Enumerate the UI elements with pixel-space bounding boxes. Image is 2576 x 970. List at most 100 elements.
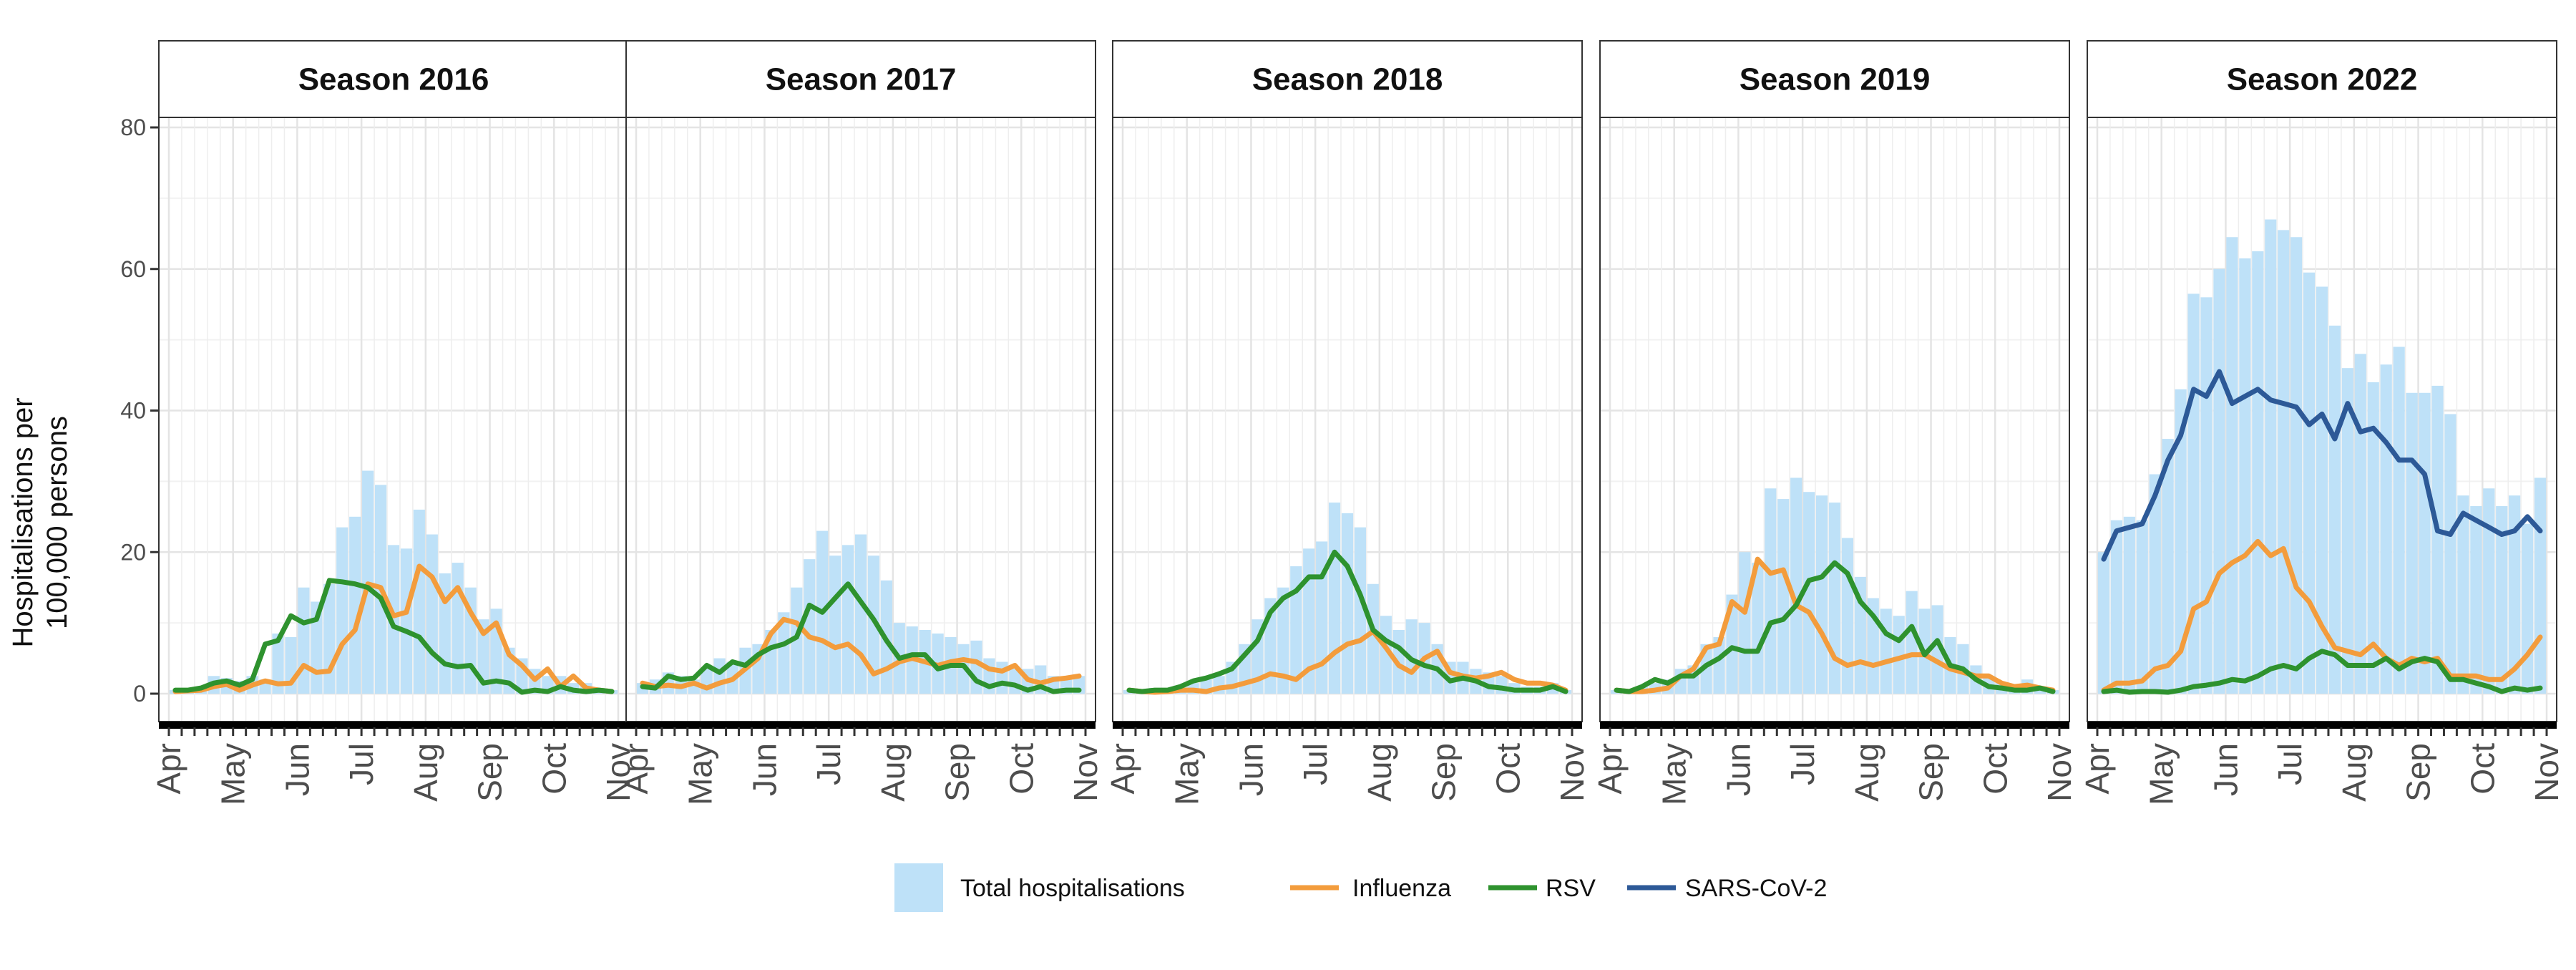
influenza-line (2101, 538, 2543, 693)
x-tick-label: May (1656, 743, 1693, 805)
panel-strip (1112, 40, 1583, 118)
bar (2097, 552, 2110, 694)
bar (1803, 492, 1815, 694)
bar (2278, 230, 2290, 694)
x-tick-label: Sep (1425, 743, 1463, 802)
bar (2406, 392, 2418, 694)
legend-item-total-hospitalisations: Total hospitalisations (894, 863, 1185, 912)
bar (272, 633, 284, 694)
y-tick-label: 40 (120, 398, 146, 424)
bar (2162, 439, 2174, 694)
panels: Season 2016 Apr May Jun Jul Aug Sep Oct Nov 0 20 40… (120, 40, 2565, 805)
panel-season-2017: Season 2017 Apr May Jun Jul Aug Sep Oct Nov (618, 40, 1104, 805)
panel-title: Season 2019 (1740, 62, 1931, 97)
bar (2393, 346, 2405, 694)
bar (1815, 495, 1828, 694)
x-tick-label: Nov (2041, 743, 2078, 802)
bar (426, 534, 438, 694)
legend-label: Total hospitalisations (960, 875, 1185, 902)
bar (1790, 477, 1802, 694)
x-tick-label: Oct (1489, 743, 1526, 795)
rsv-line (640, 581, 1082, 694)
gridlines (1113, 117, 1582, 722)
bar (1777, 499, 1790, 694)
panel-title: Season 2018 (1252, 62, 1443, 97)
bar (2175, 389, 2187, 694)
bar (2303, 272, 2316, 694)
x-tick-label: Nov (1553, 743, 1591, 802)
bar (2265, 219, 2277, 694)
bar (2354, 354, 2366, 694)
bar (1739, 552, 1751, 694)
x-tick-label: Jun (278, 743, 316, 796)
x-tick-label: Apr (150, 743, 187, 795)
legend-label: SARS-CoV-2 (1685, 875, 1827, 902)
bar (1367, 583, 1379, 694)
bar (1277, 587, 1289, 694)
bar (1341, 513, 1354, 694)
panel-strip (2087, 40, 2557, 118)
bar (2200, 297, 2212, 694)
influenza-line (172, 563, 615, 694)
y-tick-label: 0 (133, 681, 146, 707)
panel-title: Season 2017 (766, 62, 957, 97)
x-tick-label: Jun (2207, 743, 2244, 796)
bar (2316, 286, 2328, 694)
x-tick-label: Sep (2400, 743, 2437, 802)
bar (336, 527, 348, 694)
bar (1316, 541, 1328, 694)
bar (1828, 503, 1841, 694)
x-tick-label: Aug (407, 743, 444, 802)
bar (2239, 258, 2251, 694)
x-tick-label: Nov (600, 743, 637, 802)
x-tick-label: Oct (1002, 743, 1040, 795)
bar (413, 509, 425, 694)
influenza-line (640, 616, 1082, 691)
bar (2252, 251, 2264, 694)
bar (713, 658, 726, 694)
influenza-line (1614, 556, 2056, 694)
bar (2431, 385, 2444, 694)
x-tick-label: Jul (343, 743, 380, 785)
x-tick-label: Jul (1297, 743, 1334, 785)
bar (1752, 563, 1764, 694)
legend-item-rsv: RSV (1488, 875, 1596, 902)
bar (2110, 520, 2122, 694)
bar (854, 534, 867, 694)
legend: Total hospitalisations Influenza RSV SARS-C… (894, 863, 1827, 912)
rsv-line (172, 578, 615, 695)
panel-strip (158, 40, 629, 118)
x-tick-label: May (682, 743, 719, 805)
bar (2213, 268, 2225, 694)
panel-season-2018: Season 2018 Apr May Jun Jul Aug Sep Oct Nov (1104, 40, 1591, 805)
x-tick-label: Oct (1976, 743, 2014, 795)
bar (1765, 488, 1777, 694)
x-tick-label: Jul (1784, 743, 1821, 785)
x-tick-label: May (1169, 743, 1206, 805)
y-axis-title-line-1: Hospitalisations per (7, 397, 39, 647)
legend-label: Influenza (1352, 875, 1451, 902)
x-tick-label: Apr (2079, 743, 2116, 795)
bar (2534, 477, 2547, 694)
rsv-line (1126, 549, 1568, 694)
panel-title: Season 2016 (298, 62, 489, 97)
bar (2136, 520, 2148, 694)
legend-item-sars-cov-2: SARS-CoV-2 (1627, 875, 1827, 902)
bar (841, 545, 854, 694)
bar (867, 556, 880, 694)
bar (2380, 364, 2392, 694)
bar (2149, 474, 2161, 694)
x-tick-label: Jul (2271, 743, 2308, 785)
rsv-line (1614, 560, 2056, 694)
bar (2367, 382, 2379, 694)
x-tick-label: Aug (1361, 743, 1398, 802)
panel-season-2022: Season 2022 Apr May Jun Jul Aug Sep Oct Nov (2079, 40, 2565, 805)
bar (1841, 538, 1854, 694)
bar (2496, 505, 2508, 694)
bar (1328, 503, 1341, 694)
x-tick-label: Oct (2464, 743, 2501, 795)
x-tick-label: Jun (746, 743, 783, 796)
y-axis-title-line-2: 100,000 persons (42, 416, 73, 629)
x-tick-label: Aug (2336, 743, 2373, 802)
bar (387, 545, 400, 694)
